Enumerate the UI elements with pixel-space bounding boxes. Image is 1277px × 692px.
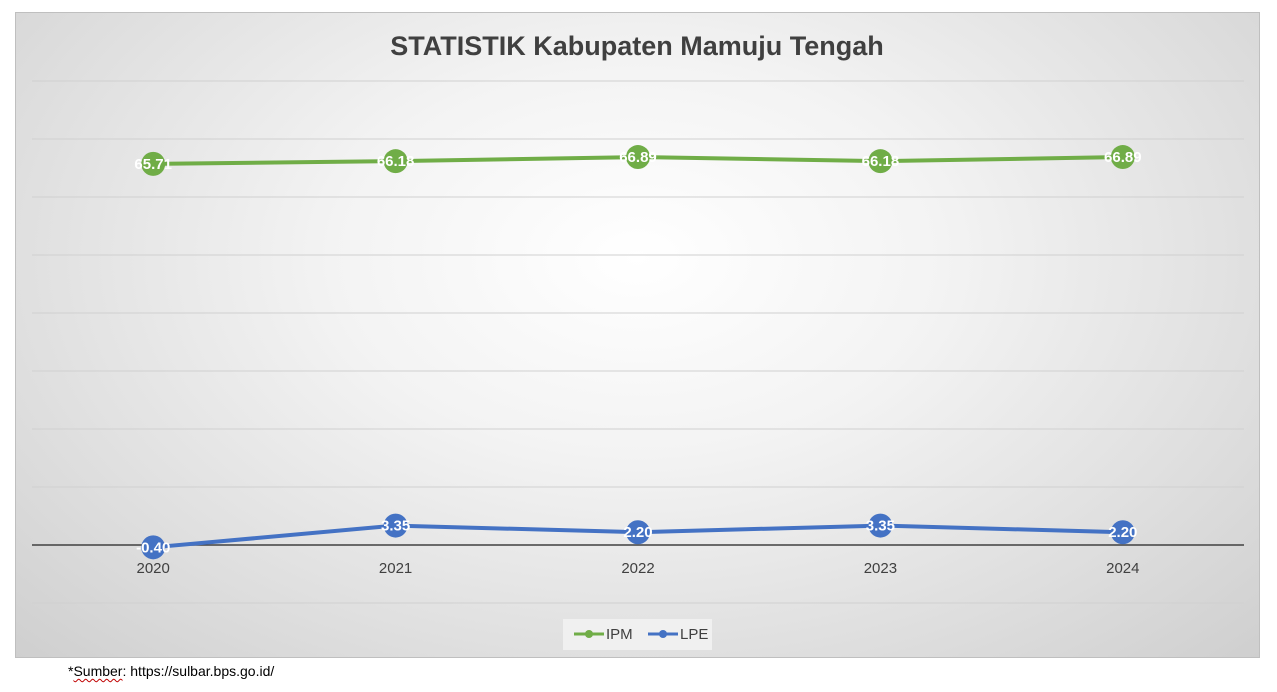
source-prefix: * bbox=[68, 663, 74, 679]
data-label-lpe: 2.20 bbox=[623, 524, 652, 541]
data-label-ipm: 66.18 bbox=[377, 153, 415, 170]
legend-label-lpe: LPE bbox=[680, 626, 708, 643]
data-point-lpe bbox=[868, 513, 893, 538]
legend-marker-lpe bbox=[659, 630, 667, 638]
x-tick-label: 2024 bbox=[1106, 560, 1139, 577]
legend-label-ipm: IPM bbox=[606, 626, 633, 643]
source-rest: : https://sulbar.bps.go.id/ bbox=[122, 663, 275, 679]
data-label-ipm: 66.18 bbox=[862, 153, 900, 170]
data-point-lpe bbox=[1110, 520, 1135, 545]
data-label-lpe: -0.40 bbox=[136, 539, 170, 556]
gridlines bbox=[32, 80, 1244, 604]
data-label-lpe: 2.20 bbox=[1108, 524, 1137, 541]
x-tick-label: 2023 bbox=[864, 560, 897, 577]
data-label-ipm: 66.89 bbox=[619, 149, 657, 166]
source-note: *Sumber: https://sulbar.bps.go.id/ bbox=[68, 663, 274, 679]
data-label-ipm: 65.71 bbox=[134, 156, 172, 173]
x-tick-label: 2021 bbox=[379, 560, 412, 577]
data-label-lpe: 3.35 bbox=[866, 518, 895, 535]
data-point-lpe bbox=[626, 520, 650, 545]
data-point-ipm bbox=[626, 145, 650, 170]
data-point-ipm bbox=[1110, 145, 1135, 170]
x-tick-label: 2020 bbox=[137, 560, 170, 577]
legend-items: IPM LPE bbox=[574, 626, 708, 643]
line-chart: STATISTIK Kabupaten Mamuju Tengah 2020 20… bbox=[32, 31, 1244, 650]
chart-area: STATISTIK Kabupaten Mamuju Tengah 2020 20… bbox=[15, 12, 1260, 658]
data-point-ipm bbox=[141, 151, 166, 176]
series-lines bbox=[151, 155, 1125, 550]
series-data-labels: 65.71 66.18 66.89 66.18 66.89 -0.40 3.35 2.20 3.… bbox=[134, 149, 1141, 556]
x-axis-ticks: 2020 2021 2022 2023 2024 bbox=[137, 560, 1140, 577]
data-label-lpe: 3.35 bbox=[381, 518, 410, 535]
source-word: Sumber bbox=[73, 663, 123, 679]
chart-legend: IPM LPE bbox=[563, 619, 712, 650]
legend-marker-ipm bbox=[585, 630, 593, 638]
x-tick-label: 2022 bbox=[621, 560, 654, 577]
chart-title: STATISTIK Kabupaten Mamuju Tengah bbox=[390, 31, 884, 61]
data-point-ipm bbox=[868, 149, 893, 174]
data-point-lpe bbox=[141, 535, 166, 560]
data-point-lpe bbox=[383, 513, 408, 538]
data-point-ipm bbox=[383, 149, 408, 174]
data-label-ipm: 66.89 bbox=[1104, 149, 1142, 166]
series-markers bbox=[141, 145, 1135, 560]
